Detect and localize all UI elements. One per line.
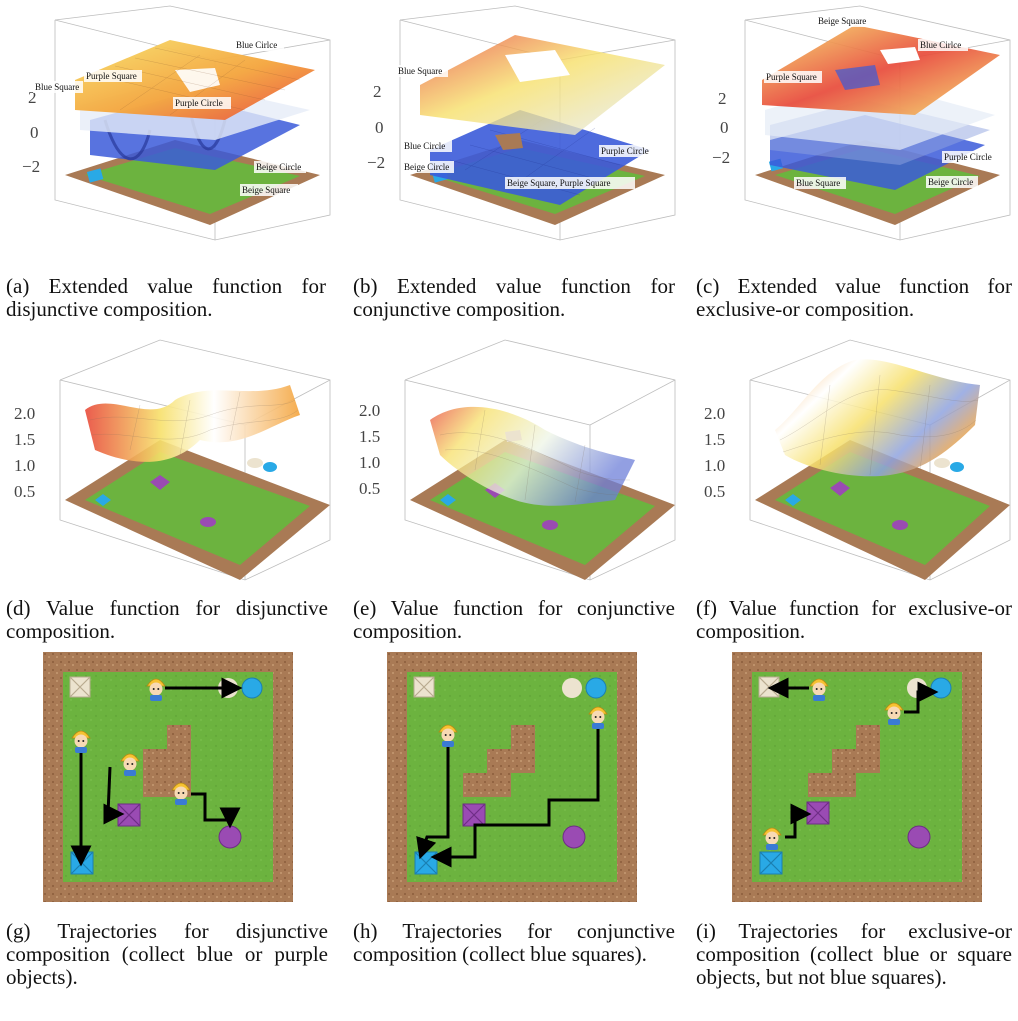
surface-label: Purple Circle bbox=[175, 98, 223, 108]
z-tick: 0 bbox=[30, 123, 39, 142]
surface-label: Blue Square bbox=[398, 66, 442, 76]
z-tick: 1.0 bbox=[704, 456, 725, 475]
caption-h: (h) Trajectories for conjunctive composi… bbox=[353, 919, 675, 966]
blue-circle bbox=[585, 677, 607, 699]
panel-d: 2.0 1.5 1.0 0.5 bbox=[0, 330, 340, 590]
caption-b: (b) Extended value function for conjunct… bbox=[353, 274, 675, 321]
z-tick: −2 bbox=[367, 153, 385, 172]
z-tick: 2.0 bbox=[359, 401, 380, 420]
trajectory-grid-h bbox=[387, 652, 637, 902]
extended-value-function-plot-b: 2 0 −2 Blue Square Blue Circle Beige Cir… bbox=[367, 5, 676, 241]
z-tick: 0.5 bbox=[704, 482, 725, 501]
surface-label: Beige Circle bbox=[404, 162, 449, 172]
surface-label: Beige Square bbox=[242, 185, 290, 195]
panel-c: 2 0 −2 Beige Square Blue Cirlce Purple S… bbox=[690, 0, 1018, 250]
z-tick: 2.0 bbox=[704, 404, 725, 423]
panel-b: 2 0 −2 Blue Square Blue Circle Beige Cir… bbox=[345, 0, 685, 250]
surface-label: Purple Square bbox=[766, 72, 817, 82]
caption-c: (c) Extended value function for exclusiv… bbox=[696, 274, 1012, 321]
surface-label: Purple Circle bbox=[601, 146, 649, 156]
caption-e: (e) Value function for conjunctive compo… bbox=[353, 596, 675, 643]
surface-label: Beige Square, Purple Square bbox=[507, 178, 610, 188]
purple-circle bbox=[218, 825, 242, 849]
z-tick: 1.5 bbox=[704, 430, 725, 449]
z-tick: 2.0 bbox=[14, 404, 35, 423]
blue-circle bbox=[930, 677, 952, 699]
surface-label: Purple Square bbox=[86, 71, 137, 81]
z-tick: 0 bbox=[720, 118, 729, 137]
panel-f: 2.0 1.5 1.0 0.5 bbox=[690, 330, 1018, 590]
surface-label: Blue Cirlce bbox=[920, 40, 961, 50]
caption-d: (d) Value function for disjunctive compo… bbox=[6, 596, 328, 643]
z-tick: 2 bbox=[373, 82, 382, 101]
extended-value-function-plot-c: 2 0 −2 Beige Square Blue Cirlce Purple S… bbox=[712, 5, 1011, 241]
panel-h bbox=[387, 652, 637, 902]
z-tick: 0.5 bbox=[359, 479, 380, 498]
trajectory-grid-i bbox=[732, 652, 982, 902]
caption-i: (i) Trajectories for exclusive-or compos… bbox=[696, 919, 1012, 989]
surface-label: Blue Circle bbox=[404, 141, 445, 151]
surface-label: Blue Cirlce bbox=[236, 40, 277, 50]
panel-g bbox=[43, 652, 293, 902]
panel-e: 2.0 1.5 1.0 0.5 bbox=[345, 330, 685, 590]
z-tick: 2 bbox=[718, 89, 727, 108]
surface-label: Blue Square bbox=[35, 82, 79, 92]
beige-circle bbox=[562, 678, 582, 698]
trajectory-grid-g bbox=[43, 652, 293, 902]
value-function-plot-e: 2.0 1.5 1.0 0.5 bbox=[359, 339, 676, 581]
surface-label: Beige Circle bbox=[928, 177, 973, 187]
purple-circle bbox=[562, 825, 586, 849]
z-tick: 1.0 bbox=[359, 453, 380, 472]
z-tick: −2 bbox=[22, 157, 40, 176]
z-tick: 1.5 bbox=[14, 430, 35, 449]
surface-label: Beige Circle bbox=[256, 162, 301, 172]
purple-circle bbox=[907, 825, 931, 849]
surface-label: Beige Square bbox=[818, 16, 866, 26]
surface-label: Purple Circle bbox=[944, 152, 992, 162]
z-tick: 0 bbox=[375, 118, 384, 137]
caption-a: (a) Extended value function for disjunct… bbox=[6, 274, 326, 321]
value-function-plot-f: 2.0 1.5 1.0 0.5 bbox=[704, 339, 1011, 581]
z-tick: 1.5 bbox=[359, 427, 380, 446]
z-tick: −2 bbox=[712, 148, 730, 167]
z-tick: 0.5 bbox=[14, 482, 35, 501]
panel-a: 2 0 −2 Blue Square Purple Square Purple … bbox=[0, 0, 340, 250]
z-tick: 1.0 bbox=[14, 456, 35, 475]
blue-circle bbox=[241, 677, 263, 699]
surface-label: Blue Square bbox=[796, 178, 840, 188]
z-tick: 2 bbox=[28, 88, 37, 107]
caption-g: (g) Trajectories for disjunctive composi… bbox=[6, 919, 328, 989]
extended-value-function-plot-a: 2 0 −2 Blue Square Purple Square Purple … bbox=[22, 5, 331, 241]
caption-f: (f) Value function for exclusive-or comp… bbox=[696, 596, 1012, 643]
value-function-plot-d: 2.0 1.5 1.0 0.5 bbox=[14, 339, 331, 581]
panel-i bbox=[732, 652, 982, 902]
